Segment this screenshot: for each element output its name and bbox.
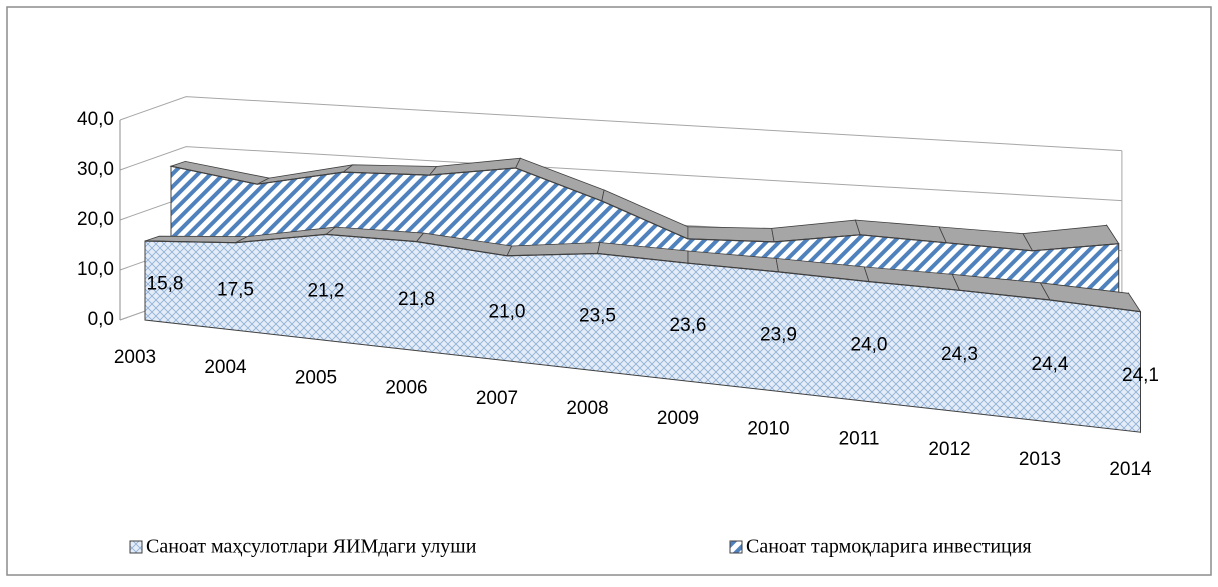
x-tick-label: 2005 (295, 367, 337, 388)
x-tick-label: 2006 (385, 378, 427, 399)
data-label: 24,1 (1122, 365, 1159, 386)
x-tick-label: 2003 (114, 347, 156, 368)
grid-line (119, 96, 1122, 152)
y-tick-label: 40,0 (77, 109, 114, 130)
x-tick-label: 2007 (476, 388, 518, 409)
y-tick-label: 10,0 (77, 259, 114, 280)
data-label: 24,0 (851, 335, 888, 356)
data-label: 21,2 (308, 280, 345, 301)
data-label: 24,3 (941, 344, 978, 365)
x-tick-label: 2014 (1109, 459, 1152, 480)
area-line (144, 233, 1141, 313)
data-label: 23,6 (670, 315, 707, 336)
x-tick-label: 2011 (839, 429, 880, 450)
data-label: 23,9 (760, 325, 797, 346)
legend-label: Саноат маҳсулотлари ЯИМдаги улуши (146, 536, 477, 558)
data-label: 17,5 (217, 279, 254, 300)
area-line (170, 165, 1119, 252)
legend-swatch (729, 540, 743, 554)
x-tick-label: 2013 (1019, 449, 1061, 470)
y-tick-label: 30,0 (77, 159, 114, 180)
grid-line (119, 146, 1122, 202)
x-tick-label: 2008 (566, 398, 608, 419)
x-tick-label: 2012 (928, 439, 970, 460)
data-label: 24,4 (1032, 354, 1069, 375)
y-tick-label: 0,0 (88, 309, 114, 330)
legend-swatch (129, 540, 143, 554)
data-label: 21,8 (398, 289, 435, 310)
legend-label: Саноат тармоқларига инвестиция (746, 536, 1032, 558)
x-tick-label: 2009 (657, 408, 699, 429)
data-label: 23,5 (579, 305, 616, 326)
y-tick-label: 20,0 (77, 209, 114, 230)
legend: Саноат маҳсулотлари ЯИМдаги улуши Саноат … (129, 536, 1032, 558)
x-tick-label: 2010 (747, 418, 789, 439)
data-label: 21,0 (489, 301, 526, 322)
data-label: 15,8 (147, 274, 184, 295)
x-tick-label: 2004 (204, 357, 247, 378)
